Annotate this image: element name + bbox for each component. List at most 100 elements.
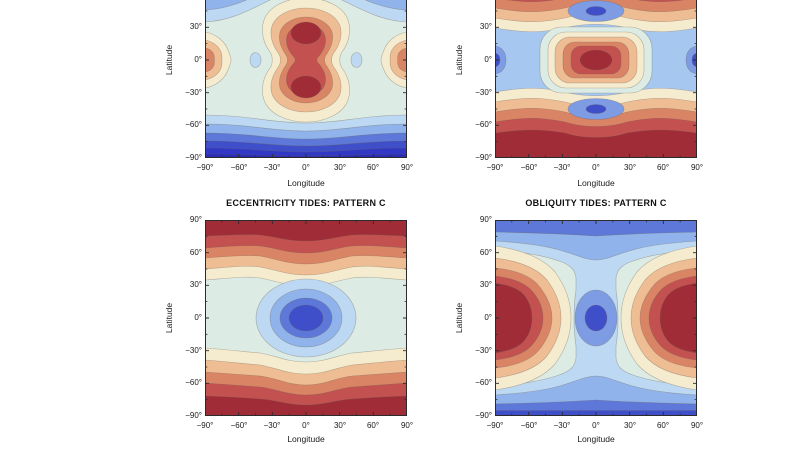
x-tick-label: −30° <box>553 163 571 172</box>
contour-ring <box>567 98 625 120</box>
y-tick-label: 30° <box>479 280 492 289</box>
x-tick-label: 60° <box>366 421 380 430</box>
north-lobe-core <box>290 21 322 45</box>
north-red-bands <box>205 220 407 287</box>
plot-background <box>495 0 697 158</box>
tick-marks <box>495 220 697 416</box>
central-core <box>584 304 608 332</box>
y-tick-label: −90° <box>475 411 492 420</box>
contour-band <box>205 220 407 276</box>
contour-ring <box>567 0 625 22</box>
plot-title: ECCENTRICITY TIDES: PATTERN C <box>226 198 386 208</box>
edge-core <box>659 282 697 354</box>
blob-core <box>585 6 607 16</box>
north-blue-bands <box>495 220 697 261</box>
contour-band <box>205 0 407 23</box>
contour-band <box>205 371 407 416</box>
x-tick-label: −30° <box>263 163 281 172</box>
contour-plot-bottom-right <box>495 220 697 416</box>
contour-ring <box>205 47 215 73</box>
x-tick-label: 90° <box>690 421 704 430</box>
contour-ring <box>279 16 333 104</box>
north-blue-bands <box>205 0 407 23</box>
south-red-bands <box>495 87 697 158</box>
central-minimum-blob <box>574 289 618 347</box>
plot-background <box>205 220 407 416</box>
x-tick-label: 0° <box>302 163 310 172</box>
x-axis-label: Longitude <box>287 178 325 188</box>
y-tick-label: −60° <box>185 120 202 129</box>
plot-background <box>205 0 407 158</box>
contour-band <box>495 107 697 158</box>
contour-band <box>495 375 697 416</box>
contour-ring <box>570 45 622 75</box>
contour-ring <box>630 257 697 379</box>
y-axis-label: Latitude <box>164 44 174 76</box>
central-maximum-rings <box>539 26 653 94</box>
east-edge-maximum <box>620 245 697 391</box>
south-lobe-core <box>290 75 322 99</box>
central-core <box>288 304 324 332</box>
contour-band <box>205 395 407 416</box>
x-tick-label: −60° <box>520 421 538 430</box>
contour-ring <box>397 47 407 73</box>
y-tick-label: −30° <box>185 346 202 355</box>
x-tick-label: 60° <box>366 163 380 172</box>
contour-ring <box>639 267 697 369</box>
contour-plot-bottom-left <box>205 220 407 416</box>
contour-band <box>205 132 407 158</box>
x-tick-label: 0° <box>592 421 600 430</box>
contour-band <box>205 153 407 158</box>
y-tick-label: 30° <box>479 22 492 31</box>
contour-ring <box>279 297 333 339</box>
contour-ring <box>648 275 697 361</box>
contour-ring <box>495 245 572 391</box>
x-tick-label: 90° <box>690 163 704 172</box>
contour-band <box>495 97 697 158</box>
contour-band <box>205 359 407 416</box>
x-tick-label: 30° <box>623 421 637 430</box>
y-tick-label: 60° <box>479 248 492 257</box>
contour-band <box>205 220 407 254</box>
contour-ring <box>255 278 357 358</box>
east-minimum-dot <box>350 52 363 68</box>
west-minimum-dot <box>249 52 262 68</box>
y-tick-label: 60° <box>189 248 202 257</box>
contour-ring <box>685 45 697 75</box>
y-tick-label: 30° <box>189 22 202 31</box>
contour-plot-top-left <box>205 0 407 158</box>
plot-title: OBLIQUITY TIDES: PATTERN C <box>525 198 667 208</box>
y-tick-label: 90° <box>189 215 202 224</box>
contour-ring <box>547 31 645 89</box>
contour-band <box>205 123 407 158</box>
plot-background <box>495 220 697 416</box>
y-axis-label: Latitude <box>164 302 174 334</box>
y-tick-label: −90° <box>185 153 202 162</box>
y-tick-label: 90° <box>479 215 492 224</box>
south-blue-bands <box>205 114 407 158</box>
contour-band <box>495 220 697 261</box>
y-axis-label: Latitude <box>454 44 464 76</box>
y-tick-label: 0° <box>194 313 202 322</box>
x-tick-label: −60° <box>230 421 248 430</box>
contour-band <box>205 220 407 242</box>
contour-ring <box>205 39 223 81</box>
y-tick-label: 0° <box>194 55 202 64</box>
contour-band <box>495 0 697 23</box>
contour-ring <box>270 7 342 113</box>
x-tick-label: −90° <box>196 163 214 172</box>
contour-ring <box>495 257 562 379</box>
x-tick-label: −90° <box>486 163 504 172</box>
contour-band <box>205 114 407 158</box>
contour-ring <box>262 0 350 123</box>
x-tick-label: −30° <box>553 421 571 430</box>
x-tick-label: 0° <box>302 421 310 430</box>
y-tick-label: −90° <box>185 411 202 420</box>
contour-ring <box>286 23 326 97</box>
contour-ring <box>495 45 507 75</box>
x-tick-label: 90° <box>400 421 414 430</box>
contour-ring <box>574 289 618 347</box>
